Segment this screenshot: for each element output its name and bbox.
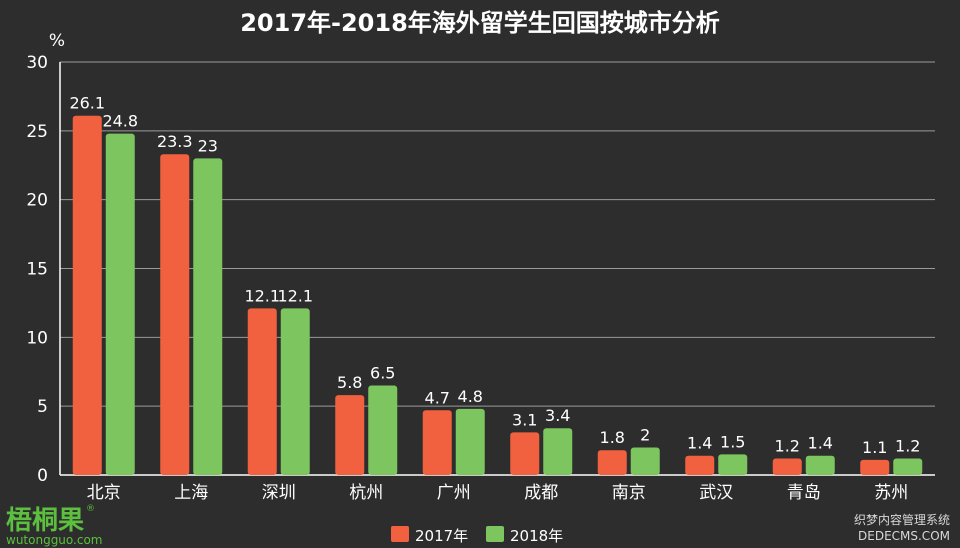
x-tick-label: 武汉	[699, 483, 733, 503]
watermark-cms: 织梦内容管理系统 DEDECMS.COM	[854, 512, 950, 543]
bar-value-label: 26.1	[69, 94, 105, 113]
y-axis-ticks: 0 5 10 15 20 25 30	[26, 53, 48, 486]
bar-value-label: 6.5	[370, 364, 395, 383]
bar	[247, 308, 277, 475]
x-tick-label: 南京	[612, 483, 646, 503]
x-tick-label: 成都	[524, 483, 558, 503]
bar	[685, 455, 715, 475]
bar	[72, 115, 102, 475]
bar	[193, 158, 223, 475]
bar-value-label: 3.4	[545, 406, 570, 425]
bar-value-label: 23.3	[157, 132, 193, 151]
bar	[160, 154, 190, 475]
y-tick-label: 10	[26, 328, 48, 348]
x-tick-label: 杭州	[349, 483, 383, 503]
bar-value-label: 1.2	[895, 436, 920, 455]
bar	[422, 410, 452, 475]
bar	[105, 133, 135, 475]
data-labels: 26.124.8 23.3 23 12.112.1 5.8 6.5 4.7 4.8 3.1 3.4…	[69, 94, 920, 457]
watermark-logo-text: 梧桐果	[6, 506, 84, 536]
y-tick-label: 30	[26, 53, 48, 73]
watermark-cms-line1: 织梦内容管理系统	[854, 512, 950, 527]
y-tick-label: 15	[26, 260, 48, 280]
bar-value-label: 23	[198, 136, 218, 155]
legend-swatch	[391, 526, 409, 542]
x-tick-label: 苏州	[874, 483, 908, 503]
bar	[543, 428, 573, 475]
bar	[280, 308, 310, 475]
bar-value-label: 1.8	[600, 428, 625, 447]
bar-value-label: 3.1	[512, 410, 537, 429]
watermark-logo: 梧桐果 ® wutongguo.com	[6, 504, 103, 547]
bar-value-label: 12.1	[244, 286, 280, 305]
bar-value-label: 1.4	[808, 434, 833, 453]
legend: 2017年 2018年	[391, 526, 563, 545]
bar	[597, 450, 627, 475]
y-tick-label: 5	[37, 397, 48, 417]
watermark-url: wutongguo.com	[6, 533, 103, 547]
x-axis-ticks: 北京 上海 深圳 杭州 广州 成都 南京 武汉 青岛 苏州	[87, 483, 909, 503]
x-tick-label: 北京	[87, 483, 121, 503]
bar	[455, 408, 485, 475]
bar-value-label: 1.4	[687, 434, 712, 453]
y-tick-label: 25	[26, 122, 48, 142]
y-axis-label: %	[49, 31, 65, 51]
legend-swatch	[486, 526, 504, 542]
bar-value-label: 1.1	[862, 438, 887, 457]
bar-value-label: 12.1	[277, 286, 313, 305]
watermark-cms-line2: DEDECMS.COM	[858, 529, 950, 543]
bar	[805, 455, 835, 475]
bar-value-label: 5.8	[337, 373, 362, 392]
y-tick-label: 20	[26, 191, 48, 211]
bar	[368, 385, 398, 475]
bar-value-label: 24.8	[102, 112, 138, 131]
legend-label: 2018年	[510, 527, 563, 545]
bar-value-label: 2	[640, 425, 650, 444]
bar	[630, 447, 660, 475]
bar-value-label: 4.8	[458, 387, 483, 406]
x-tick-label: 广州	[437, 483, 471, 503]
bar	[718, 454, 748, 475]
bar	[510, 432, 540, 475]
x-tick-label: 上海	[174, 483, 208, 503]
watermark-logo-mark: ®	[86, 504, 95, 514]
bar	[860, 459, 890, 475]
bar-value-label: 4.7	[425, 388, 450, 407]
bar	[335, 395, 365, 475]
gridlines	[59, 61, 935, 476]
bars	[72, 115, 923, 475]
x-tick-label: 青岛	[787, 483, 821, 503]
bar-value-label: 1.5	[720, 432, 745, 451]
bar	[772, 458, 802, 475]
bar-value-label: 1.2	[775, 436, 800, 455]
legend-label: 2017年	[415, 527, 468, 545]
x-tick-label: 深圳	[262, 483, 296, 503]
chart-title: 2017年-2018年海外留学生回国按城市分析	[240, 9, 720, 37]
bar	[893, 458, 923, 475]
y-tick-label: 0	[37, 466, 48, 486]
